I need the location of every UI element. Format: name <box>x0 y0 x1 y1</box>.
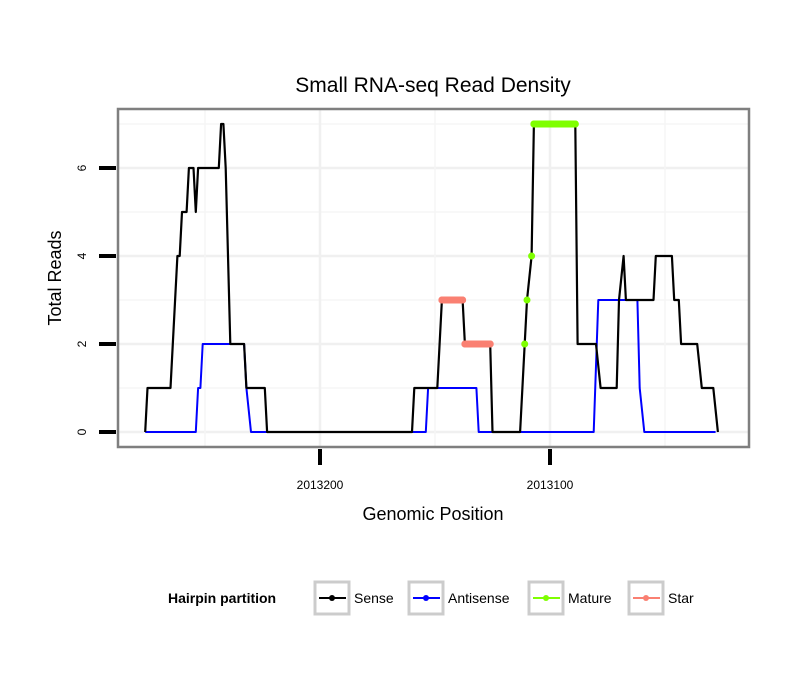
panel-background <box>118 109 749 447</box>
legend-label-sense: Sense <box>354 590 394 606</box>
antisense-line <box>145 299 716 433</box>
mature-point <box>571 120 579 128</box>
mature-point <box>523 296 531 304</box>
y-tick-label: 6 <box>75 164 89 171</box>
legend-key-point <box>423 595 429 601</box>
series-star-marks <box>438 296 494 348</box>
star-point <box>459 296 467 304</box>
plot-panel <box>116 107 751 449</box>
x-axis: 2013200 2013100 <box>297 449 574 492</box>
legend: Hairpin partition Sense Antisense Mature St… <box>168 580 694 616</box>
y-tick-label: 2 <box>75 340 89 347</box>
series-mature-marks <box>521 120 579 348</box>
legend-key-point <box>543 595 549 601</box>
legend-key-antisense <box>407 580 445 616</box>
mature-point <box>528 252 536 260</box>
legend-key-point <box>643 595 649 601</box>
series-layer <box>144 120 719 434</box>
x-tick-label: 2013100 <box>527 478 574 492</box>
x-axis-title: Genomic Position <box>362 504 503 524</box>
legend-key-mature <box>527 580 565 616</box>
legend-label-mature: Mature <box>568 590 612 606</box>
legend-label-antisense: Antisense <box>448 590 510 606</box>
grid-lines <box>118 109 749 447</box>
series-antisense <box>145 299 716 433</box>
legend-label-star: Star <box>668 590 694 606</box>
y-axis-title: Total Reads <box>45 230 65 325</box>
mature-point <box>521 340 529 348</box>
y-tick-label: 4 <box>75 252 89 259</box>
x-tick-label: 2013200 <box>297 478 344 492</box>
legend-key-point <box>329 595 335 601</box>
legend-key-sense <box>313 580 351 616</box>
legend-key-star <box>627 580 665 616</box>
y-axis: 0 2 4 6 <box>75 164 116 435</box>
legend-title: Hairpin partition <box>168 590 276 606</box>
star-point <box>486 340 494 348</box>
panel-border <box>116 107 751 449</box>
y-tick-label: 0 <box>75 428 89 435</box>
chart-title: Small RNA-seq Read Density <box>295 74 571 97</box>
